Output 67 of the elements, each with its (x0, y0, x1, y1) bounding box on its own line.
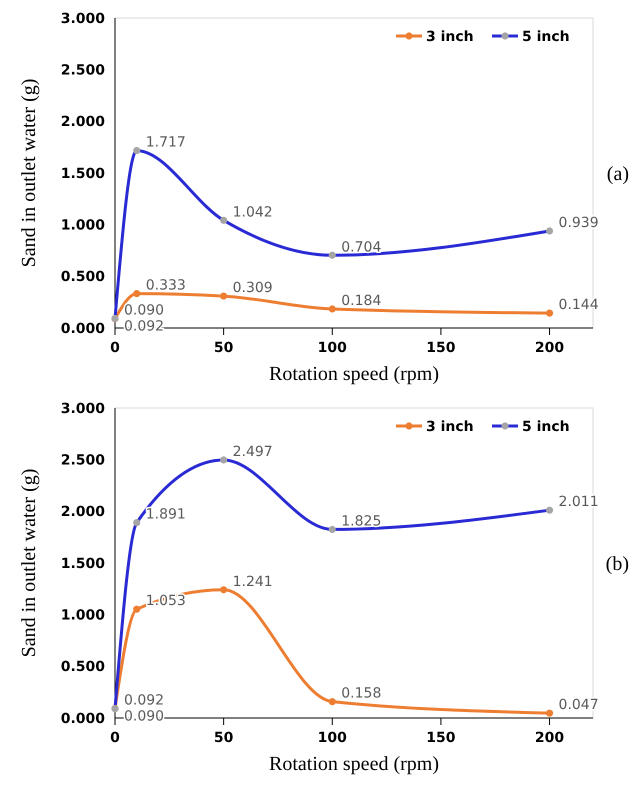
y-tick-label: 3.000 (60, 10, 106, 27)
y-tick-label: 0.500 (60, 269, 106, 286)
point (546, 506, 554, 514)
data-label: 0.090 (124, 302, 164, 319)
point (328, 526, 336, 533)
x-tick-label: 150 (426, 730, 456, 746)
legend-label: 3 inch (426, 418, 474, 435)
y-tick-label: 2.000 (60, 114, 106, 130)
x-axis-title: Rotation speed (rpm) (269, 753, 439, 775)
legend-label: 5 inch (522, 418, 570, 435)
x-tick-label: 150 (426, 340, 456, 356)
x-tick-label: 0 (110, 340, 120, 356)
data-label: 0.144 (558, 297, 599, 314)
y-tick-label: 1.500 (60, 166, 106, 182)
x-tick-label: 200 (534, 340, 564, 356)
y-tick-label: 1.500 (60, 556, 106, 572)
data-label: 1.825 (341, 513, 382, 530)
data-label: 0.704 (341, 239, 382, 256)
point (328, 698, 336, 706)
y-tick-label: 0.500 (60, 659, 106, 676)
point (133, 147, 140, 154)
data-label: 0.047 (558, 697, 599, 714)
y-axis-title: Sand in outlet water (g) (18, 78, 40, 268)
data-label: 1.042 (232, 204, 273, 220)
data-label: 0.092 (124, 692, 164, 708)
data-label: 2.011 (558, 494, 599, 510)
data-label: 0.333 (146, 278, 186, 294)
point (546, 227, 554, 235)
x-tick-label: 100 (318, 730, 348, 746)
y-tick-label: 1.000 (60, 608, 106, 624)
text: (b) (606, 553, 629, 575)
legend-label: 5 inch (522, 28, 570, 45)
point (546, 710, 554, 717)
data-label: 0.939 (558, 214, 599, 231)
point (133, 290, 140, 298)
x-tick-label: 200 (534, 730, 564, 746)
x-tick-label: 50 (214, 340, 234, 356)
point (133, 606, 140, 613)
y-tick-label: 3.000 (60, 400, 106, 417)
x-tick-label: 100 (318, 340, 348, 356)
y-tick-label: 1.000 (60, 218, 106, 234)
data-label: 1.241 (232, 574, 273, 590)
x-axis-title: Rotation speed (rpm) (269, 363, 439, 385)
point (328, 305, 336, 313)
y-tick-label: 2.500 (60, 452, 106, 469)
y-axis-title: Sand in outlet water (g) (18, 468, 40, 658)
data-label: 2.497 (232, 444, 273, 460)
data-label: 0.184 (341, 292, 382, 309)
point (220, 586, 228, 594)
point (328, 252, 336, 259)
point (220, 292, 228, 300)
data-label: 1.891 (146, 506, 186, 523)
data-label: 0.158 (341, 686, 382, 702)
y-tick-label: 0.000 (60, 320, 106, 337)
legend-label: 3 inch (426, 28, 474, 45)
point (133, 519, 140, 526)
point (220, 216, 228, 224)
point (546, 310, 554, 317)
y-tick-label: 2.000 (60, 504, 106, 520)
data-label: 1.717 (146, 134, 186, 151)
point (220, 456, 228, 464)
y-tick-label: 2.500 (60, 62, 106, 79)
x-tick-label: 50 (214, 730, 234, 746)
data-label: 0.309 (232, 280, 273, 296)
text: (a) (606, 163, 629, 185)
y-tick-label: 0.000 (60, 710, 106, 727)
x-tick-label: 0 (110, 730, 120, 746)
